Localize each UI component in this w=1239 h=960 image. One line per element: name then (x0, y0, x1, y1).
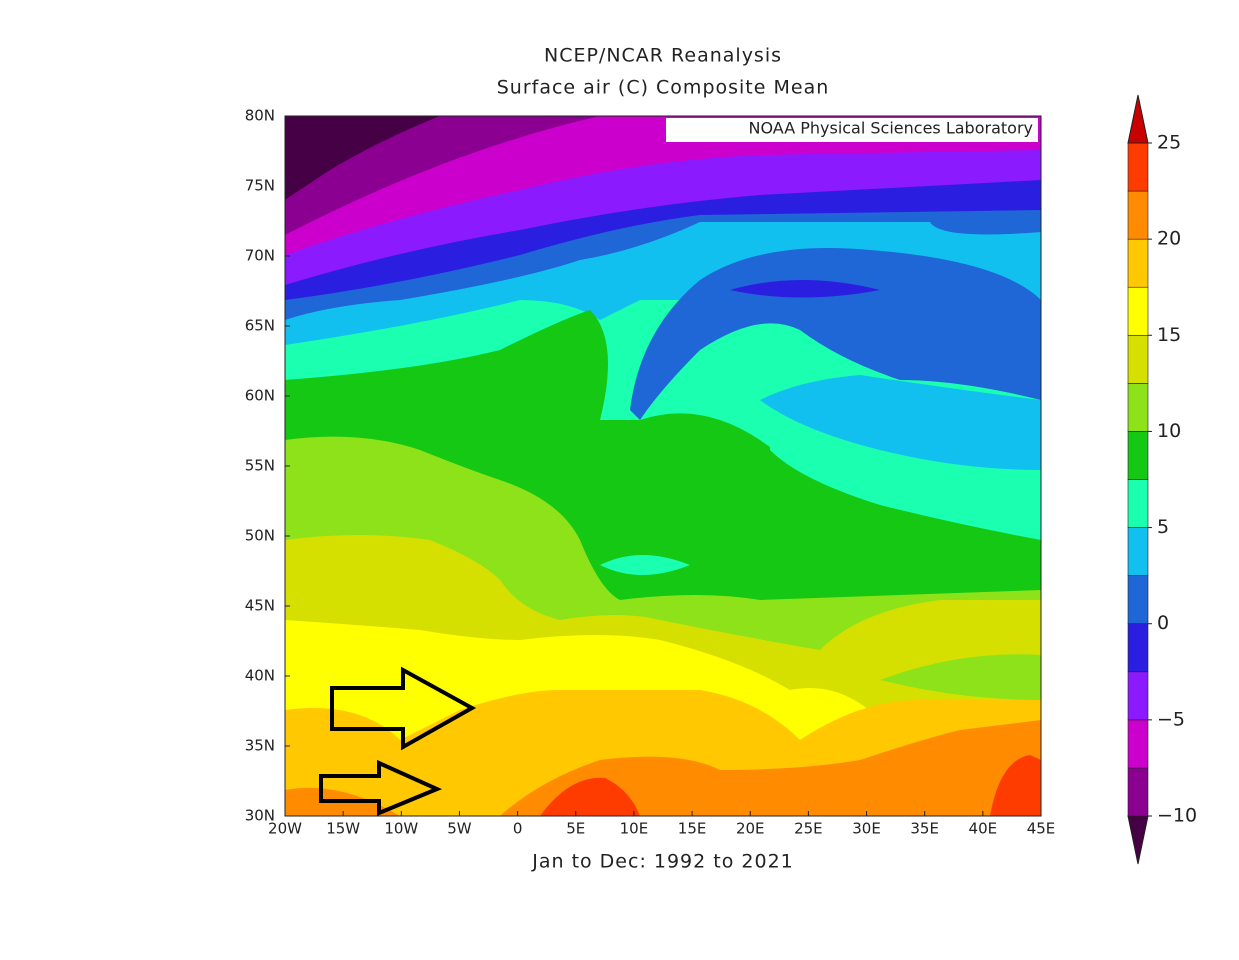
x-tick-label: 0 (513, 820, 523, 838)
colorbar-label: 25 (1157, 132, 1181, 154)
y-tick-label: 60N (245, 387, 275, 405)
colorbar-band (1127, 190, 1149, 240)
colorbar-band (1127, 383, 1149, 432)
x-tick-label: 20W (268, 820, 302, 838)
colorbar-band (1127, 575, 1149, 625)
colorbar-band (1127, 623, 1149, 673)
title: Surface air (C) Composite Mean (497, 77, 830, 99)
y-tick-label: 55N (245, 457, 275, 475)
x-tick-label: 30E (852, 820, 881, 838)
y-tick-label: 75N (245, 177, 275, 195)
y-tick-label: 35N (245, 737, 275, 755)
y-tick-label: 30N (245, 807, 275, 825)
colorbar-band (1127, 334, 1149, 384)
arrow (330, 666, 477, 751)
x-tick-label: 20E (736, 820, 765, 838)
x-tick-label: 40E (969, 820, 998, 838)
colorbar-band (1127, 431, 1149, 480)
credit-box (666, 118, 1038, 142)
x-tick-label: 25E (794, 820, 823, 838)
colorbar-band (1127, 671, 1149, 721)
x-tick-label: 15W (326, 820, 360, 838)
colorbar-label: 20 (1157, 228, 1181, 250)
x-tick-label: 35E (910, 820, 939, 838)
colorbar-label: 0 (1157, 612, 1169, 634)
arrow (319, 759, 443, 816)
colorbar-band (1127, 719, 1149, 769)
y-tick-label: 70N (245, 247, 275, 265)
colorbar-triangle (1127, 815, 1149, 865)
x-tick-label: 15E (678, 820, 707, 838)
x-tick-label: 5E (566, 820, 585, 838)
y-tick-label: 65N (245, 317, 275, 335)
colorbar-label: 10 (1157, 420, 1181, 442)
colorbar-label: −10 (1157, 805, 1197, 827)
x-tick-label: 10W (384, 820, 418, 838)
x-tick-label: 5W (447, 820, 472, 838)
colorbar-band (1127, 286, 1149, 336)
y-tick-label: 50N (245, 527, 275, 545)
colorbar-label: −5 (1157, 708, 1185, 730)
colorbar-band (1127, 767, 1149, 817)
temperature-field (285, 116, 1041, 816)
credit: NOAA Physical Sciences Laboratory (749, 119, 1033, 138)
colorbar-band (1127, 142, 1149, 192)
colorbar-label: 5 (1157, 516, 1169, 538)
x-tick-label: 45E (1027, 820, 1056, 838)
colorbar-band (1127, 479, 1149, 528)
colorbar-label: 15 (1157, 324, 1181, 346)
title: NCEP/NCAR Reanalysis (544, 45, 782, 67)
subtitle: Jan to Dec: 1992 to 2021 (531, 851, 794, 873)
y-tick-label: 80N (245, 107, 275, 125)
y-tick-label: 45N (245, 597, 275, 615)
x-tick-label: 10E (620, 820, 649, 838)
colorbar-triangle (1127, 94, 1149, 144)
y-tick-label: 40N (245, 667, 275, 685)
colorbar-band (1127, 238, 1149, 288)
colorbar-band (1127, 527, 1149, 576)
